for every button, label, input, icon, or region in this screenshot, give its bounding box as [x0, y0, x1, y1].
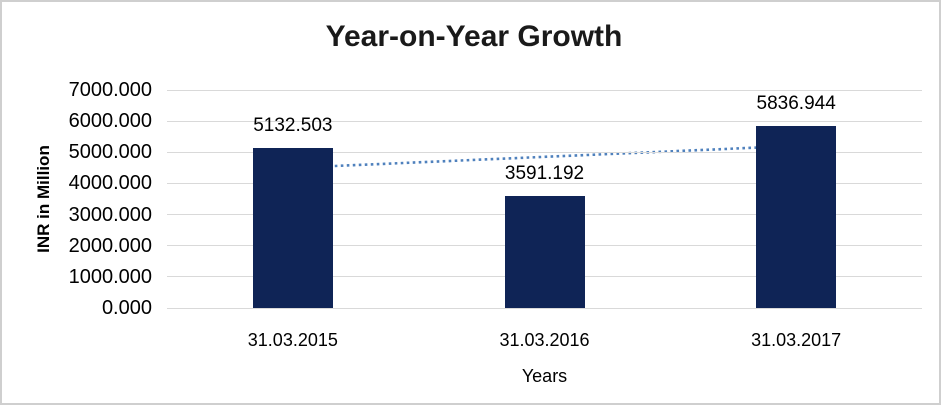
y-tick-label: 2000.000 — [68, 234, 152, 257]
y-tick-label: 6000.000 — [68, 110, 152, 133]
gridline — [167, 307, 922, 309]
y-tick-label: 3000.000 — [68, 203, 152, 226]
x-tick-label: 31.03.2015 — [247, 330, 338, 350]
y-tick-label: 4000.000 — [68, 172, 152, 195]
gridline — [167, 120, 922, 122]
y-tick-label: 5000.000 — [68, 141, 152, 164]
gridline — [167, 151, 922, 153]
x-axis-title: Years — [521, 366, 568, 386]
gridline — [167, 89, 922, 91]
bar-value-label: 3591.192 — [504, 163, 585, 185]
bar-31.03.2015 — [252, 148, 333, 308]
x-tick-label: 31.03.2016 — [499, 330, 590, 350]
y-tick-label: 1000.000 — [68, 265, 152, 288]
gridline — [167, 182, 922, 184]
x-tick-label: 31.03.2017 — [751, 330, 842, 350]
chart-title: Year-on-Year Growth — [325, 20, 623, 53]
chart-frame: Year-on-Year Growth INR in Million Years… — [0, 0, 941, 405]
bar-31.03.2016 — [504, 196, 585, 308]
y-tick-label: 7000.000 — [68, 79, 152, 101]
bar-value-label: 5836.944 — [756, 93, 836, 115]
bar-31.03.2017 — [756, 126, 837, 308]
bar-value-label: 5132.503 — [253, 115, 333, 137]
y-tick-label: 0.000 — [101, 297, 152, 319]
